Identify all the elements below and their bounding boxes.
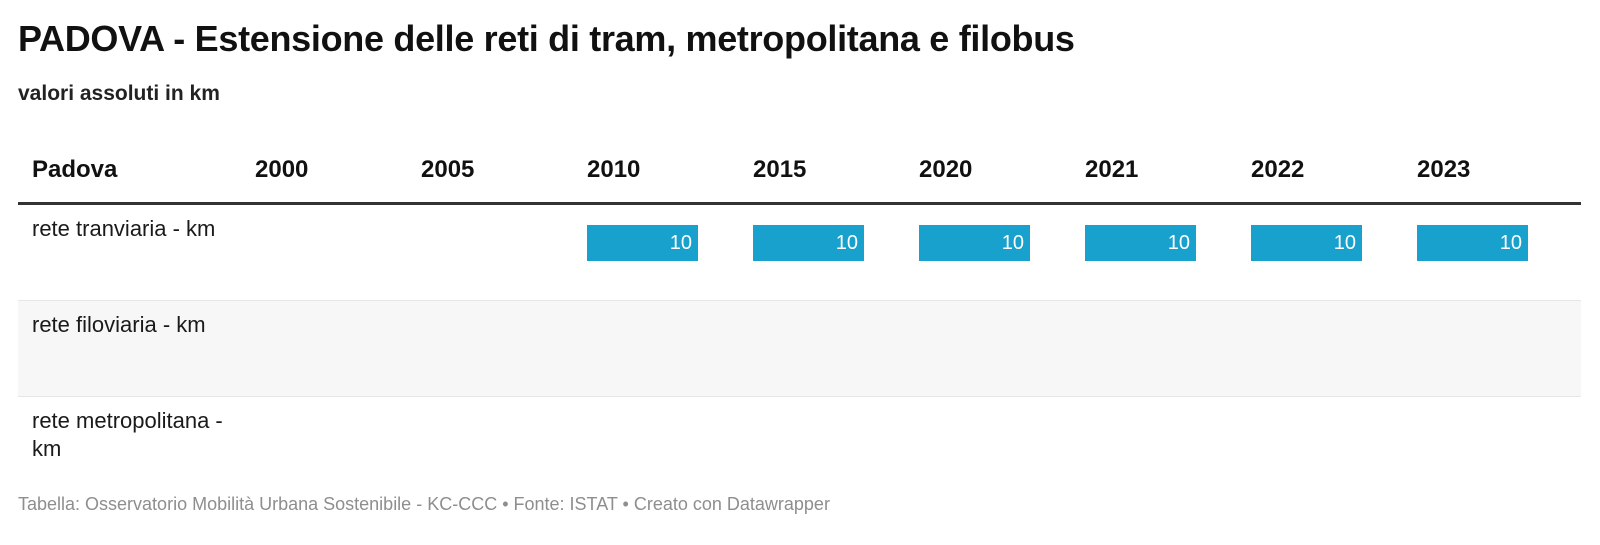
table-row: rete filoviaria - km bbox=[18, 300, 1581, 397]
table-cell: 10 bbox=[753, 203, 919, 301]
table-body: rete tranviaria - km 10 10 10 10 10 10 rete fil… bbox=[18, 203, 1581, 520]
table-cell bbox=[1417, 300, 1581, 397]
table-cell bbox=[587, 300, 753, 397]
table-cell bbox=[919, 397, 1085, 520]
table-cell bbox=[255, 203, 421, 301]
table-cell: 10 bbox=[1085, 203, 1251, 301]
chart-title: PADOVA - Estensione delle reti di tram, … bbox=[18, 18, 1075, 59]
value-bar: 10 bbox=[587, 225, 698, 261]
column-header: 2005 bbox=[421, 152, 587, 205]
column-header: 2020 bbox=[919, 152, 1085, 205]
table-cell: 10 bbox=[587, 203, 753, 301]
column-header: 2021 bbox=[1085, 152, 1251, 205]
column-header: Padova bbox=[18, 152, 255, 205]
table-cell bbox=[255, 300, 421, 397]
table-row: rete tranviaria - km 10 10 10 10 10 10 bbox=[18, 203, 1581, 301]
table-cell bbox=[421, 203, 587, 301]
table-cell bbox=[1085, 397, 1251, 520]
table-cell bbox=[421, 300, 587, 397]
column-header: 2015 bbox=[753, 152, 919, 205]
value-bar: 10 bbox=[1085, 225, 1196, 261]
column-header: 2022 bbox=[1251, 152, 1417, 205]
table-cell: 10 bbox=[919, 203, 1085, 301]
source-footer: Tabella: Osservatorio Mobilità Urbana So… bbox=[18, 494, 830, 514]
chart-subtitle: valori assoluti in km bbox=[18, 82, 220, 105]
table-cell: 10 bbox=[1251, 203, 1417, 301]
table-row: rete metropolitana - km bbox=[18, 397, 1581, 520]
table-cell bbox=[753, 300, 919, 397]
value-bar: 10 bbox=[1251, 225, 1362, 261]
table-cell bbox=[1417, 397, 1581, 520]
column-header: 2000 bbox=[255, 152, 421, 205]
value-bar: 10 bbox=[919, 225, 1030, 261]
row-label: rete tranviaria - km bbox=[18, 203, 255, 301]
table-cell: 10 bbox=[1417, 203, 1581, 301]
header-row: Padova 2000 2005 2010 2015 2020 2021 202… bbox=[18, 152, 1581, 205]
value-bar: 10 bbox=[1417, 225, 1528, 261]
row-label: rete metropolitana - km bbox=[32, 408, 223, 461]
column-header: 2010 bbox=[587, 152, 753, 205]
table-cell bbox=[1251, 397, 1417, 520]
row-label: rete filoviaria - km bbox=[18, 300, 255, 397]
value-bar: 10 bbox=[753, 225, 864, 261]
table-cell bbox=[1085, 300, 1251, 397]
table-cell bbox=[1251, 300, 1417, 397]
data-table: Padova 2000 2005 2010 2015 2020 2021 202… bbox=[18, 152, 1581, 519]
column-header: 2023 bbox=[1417, 152, 1581, 205]
table-cell bbox=[919, 300, 1085, 397]
